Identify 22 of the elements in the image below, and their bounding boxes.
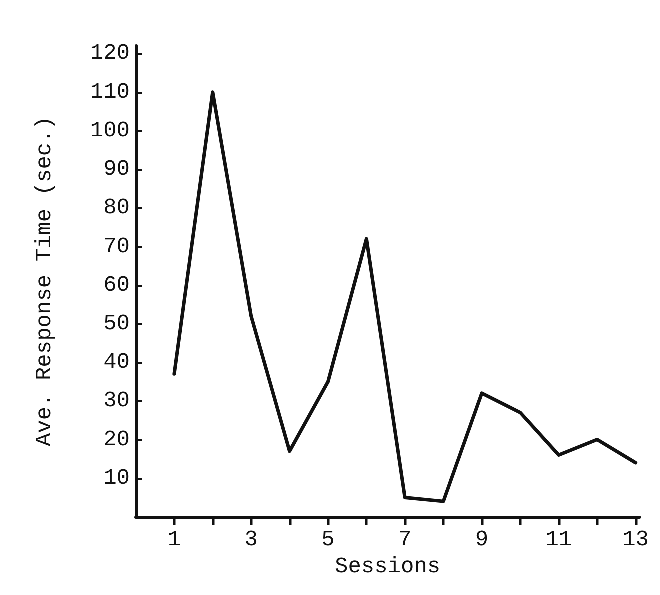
x-tick-label: 9 (475, 528, 489, 552)
y-tick-label: 30 (104, 388, 130, 414)
y-tick-label: 40 (104, 350, 130, 376)
y-tick-label: 100 (90, 118, 130, 144)
y-tick-label: 120 (90, 41, 130, 66)
y-tick-label: 20 (104, 427, 130, 452)
y-tick-label: 10 (104, 466, 130, 491)
y-tick-label: 110 (90, 80, 130, 105)
x-tick-label: 3 (244, 528, 258, 552)
x-tick-label: 5 (322, 528, 335, 552)
y-tick-label: 80 (104, 196, 130, 221)
y-tick-label: 60 (104, 272, 130, 298)
line-series (172, 90, 638, 504)
y-tick-label: 50 (104, 311, 130, 336)
y-tick-label: 70 (104, 234, 130, 260)
y-tick-label: 90 (104, 157, 130, 182)
x-tick-label: 7 (398, 528, 412, 552)
x-tick-label: 1 (168, 528, 182, 552)
y-axis-title: Ave. Response Time (sec.) (32, 116, 58, 447)
x-tick-label: 11 (546, 528, 572, 552)
x-axis-title: Sessions (335, 554, 441, 580)
x-tick-label: 13 (622, 528, 649, 552)
